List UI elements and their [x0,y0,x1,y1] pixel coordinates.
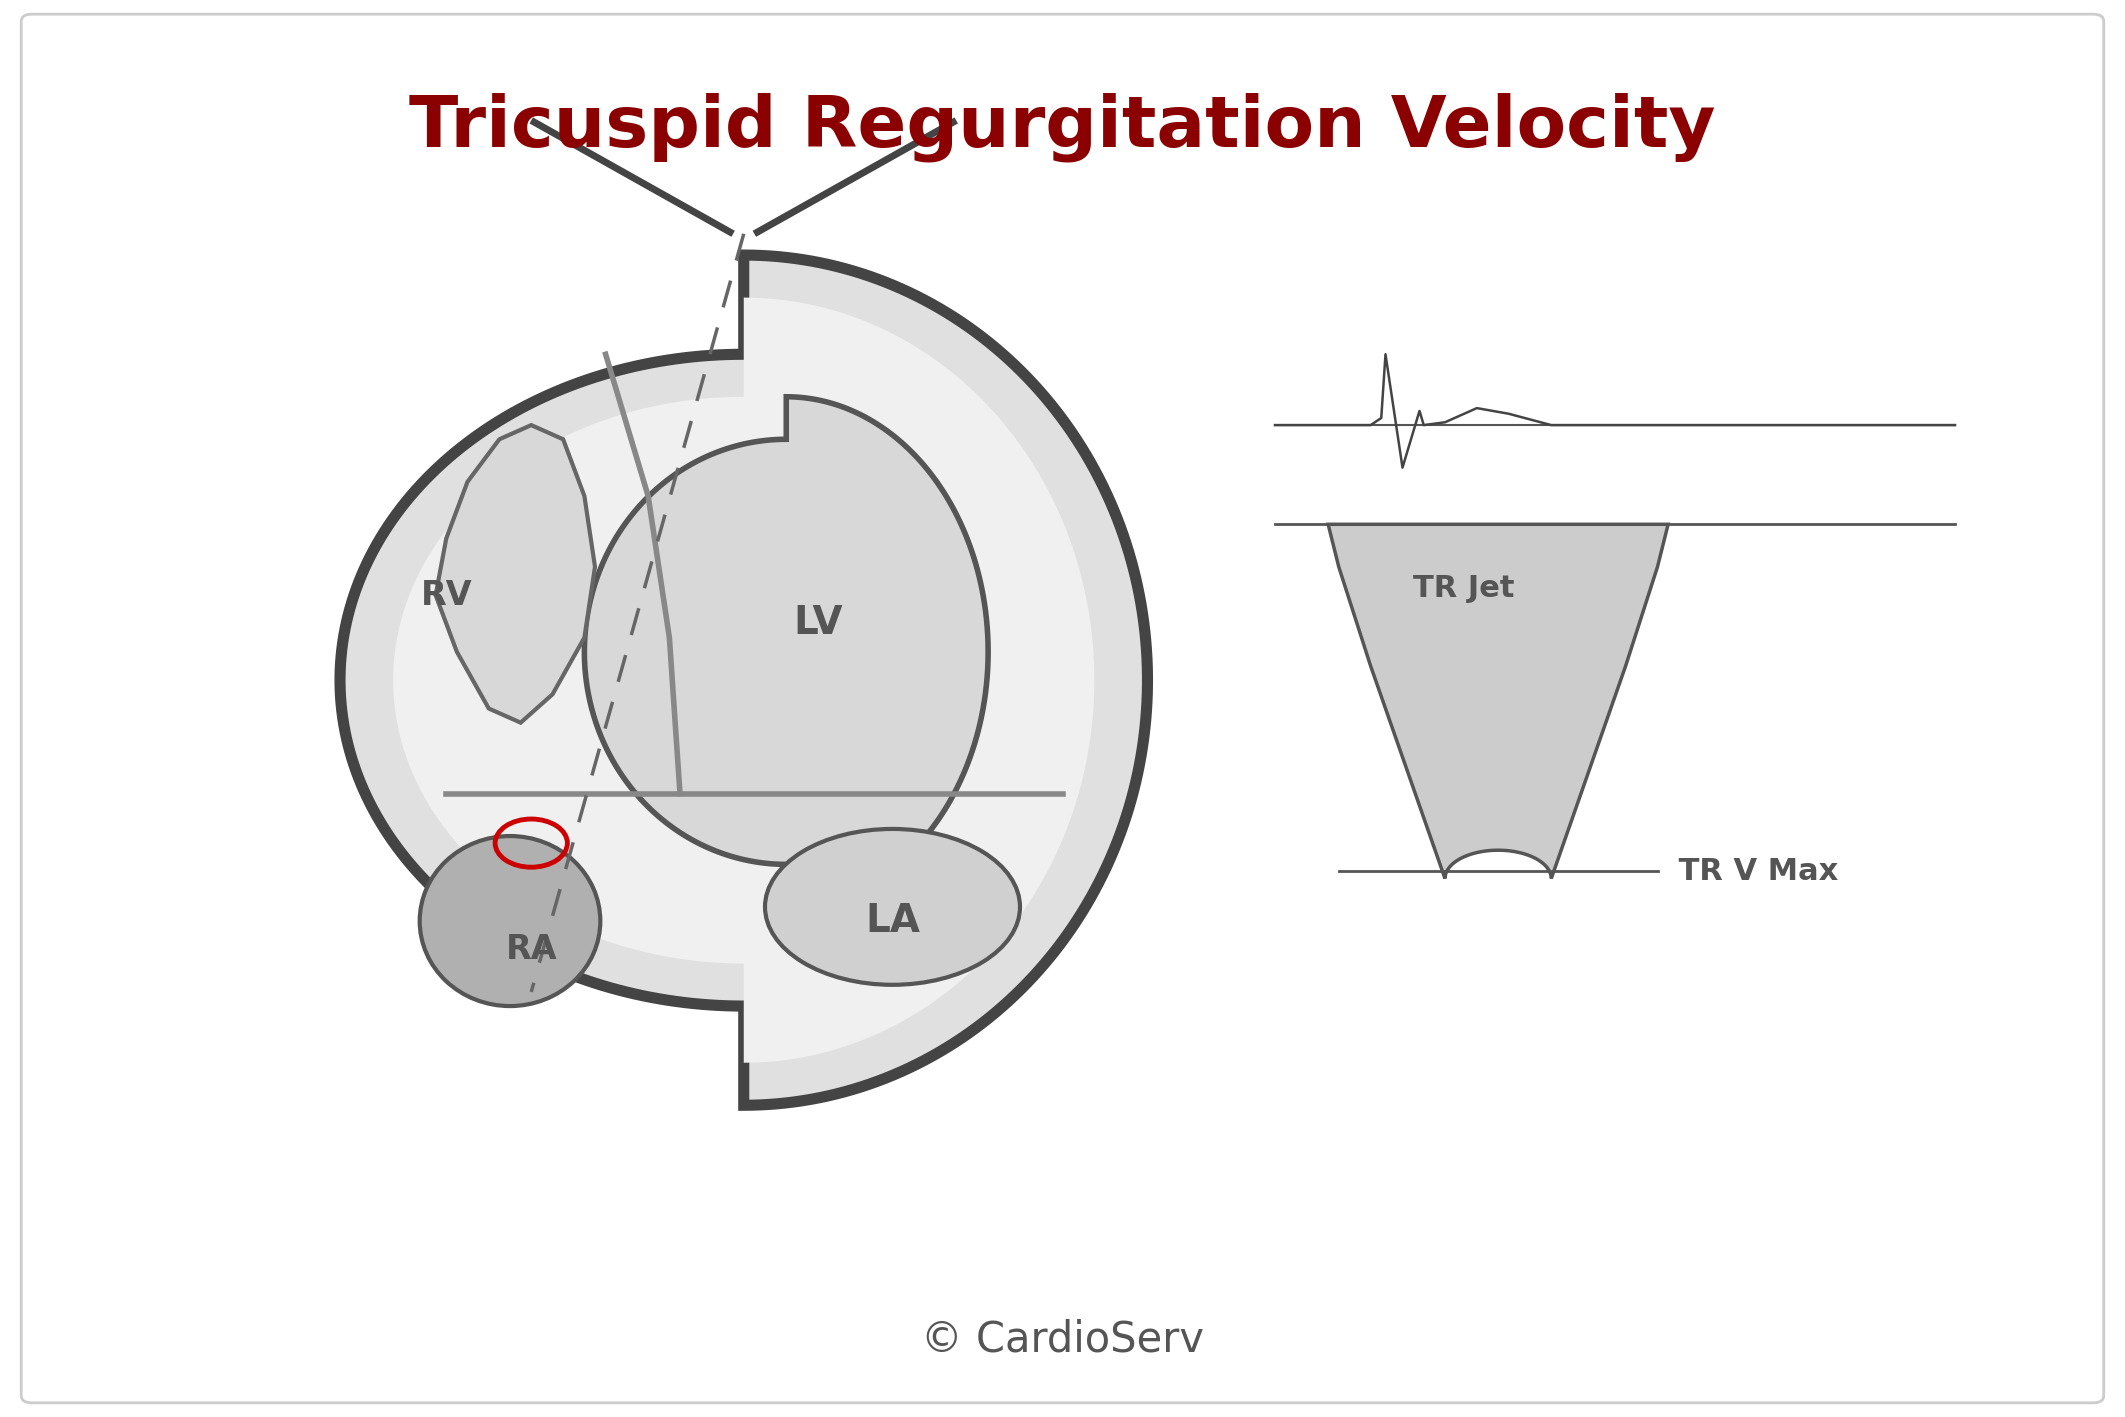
Text: © CardioServ: © CardioServ [920,1318,1205,1360]
Polygon shape [393,298,1094,1063]
Polygon shape [436,425,595,723]
Text: LA: LA [865,903,920,939]
Text: LV: LV [793,605,844,642]
Polygon shape [340,255,1148,1105]
Polygon shape [584,397,988,907]
Text: RA: RA [506,932,557,966]
Ellipse shape [765,829,1020,985]
Ellipse shape [421,836,601,1006]
FancyBboxPatch shape [21,14,2104,1403]
Polygon shape [1328,524,1668,879]
Text: TR V Max: TR V Max [1668,857,1838,886]
Text: RV: RV [421,578,472,612]
Text: TR Jet: TR Jet [1413,574,1515,602]
Text: Tricuspid Regurgitation Velocity: Tricuspid Regurgitation Velocity [410,92,1715,163]
